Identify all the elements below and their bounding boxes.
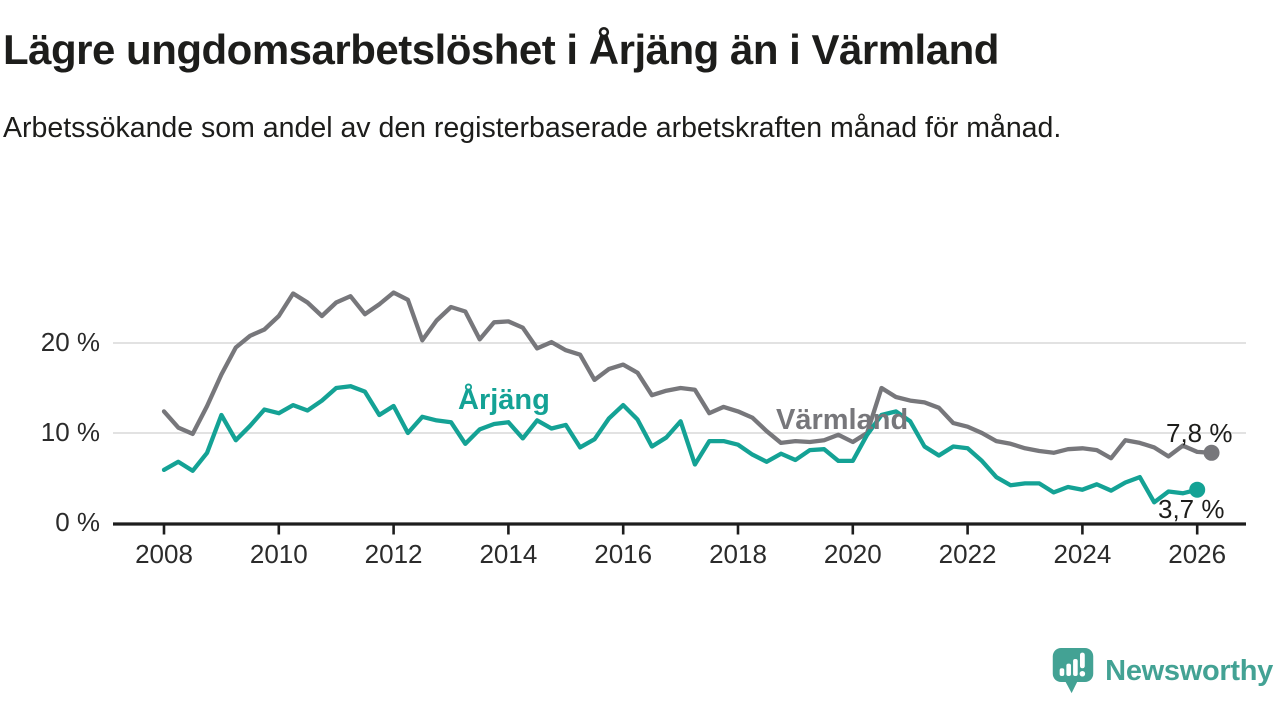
plot-canvas [113, 290, 1246, 535]
series-label-varmland: Värmland [776, 404, 909, 436]
x-axis-tick-label: 2018 [709, 539, 767, 569]
x-axis-tick-label: 2012 [364, 539, 423, 569]
y-axis-tick-label: 20 % [40, 327, 100, 357]
chart-title: Lägre ungdomsarbetslöshet i Årjäng än i … [3, 26, 999, 73]
chart-header: Lägre ungdomsarbetslöshet i Årjäng än i … [3, 26, 1273, 148]
end-value-label-varmland: 7,8 % [1166, 418, 1233, 448]
y-axis-tick-label: 0 % [55, 507, 100, 537]
x-axis-tick-label: 2020 [823, 539, 882, 569]
x-axis-tick-label: 2022 [938, 539, 997, 569]
x-axis-tick-label: 2016 [594, 539, 653, 569]
end-value-label-arjang: 3,7 % [1158, 494, 1225, 524]
x-axis-tick-label: 2026 [1168, 539, 1227, 569]
x-axis-tick-label: 2014 [479, 539, 538, 569]
x-axis-tick-label: 2010 [249, 539, 308, 569]
x-axis-tick-label: 2024 [1053, 539, 1112, 569]
logo-text: Newsworthy [1105, 654, 1273, 687]
newsworthy-logo: Newsworthy [1050, 646, 1273, 696]
x-axis-tick-label: 2008 [135, 539, 193, 569]
bar-chart-speech-bubble-icon [1052, 648, 1094, 694]
y-axis-tick-label: 10 % [40, 417, 100, 447]
chart-subtitle: Arbetssökande som andel av den registerb… [3, 112, 1062, 145]
series-label-arjang: Årjäng [458, 384, 550, 416]
